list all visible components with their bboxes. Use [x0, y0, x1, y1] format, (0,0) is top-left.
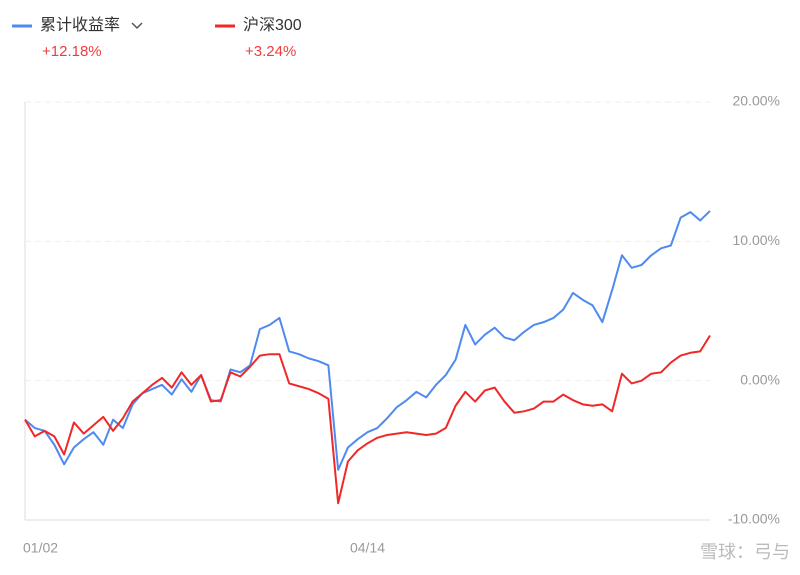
y-tick-label: -10.00% [728, 511, 780, 527]
x-tick-label: 04/14 [350, 540, 385, 556]
series-line [24, 334, 711, 505]
dropdown-chevron [131, 22, 143, 30]
y-tick-label: 20.00% [733, 93, 780, 109]
x-tick-label: 01/02 [23, 540, 58, 556]
legend-return: +3.24% [245, 43, 296, 60]
watermark: 雪球：弓与 [700, 542, 790, 562]
legend-label: 累计收益率 [40, 16, 120, 34]
y-tick-label: 0.00% [740, 371, 780, 387]
legend-return: +12.18% [42, 43, 102, 60]
y-tick-label: 10.00% [733, 232, 780, 248]
series-line [24, 210, 711, 471]
legend-label: 沪深300 [243, 16, 302, 34]
